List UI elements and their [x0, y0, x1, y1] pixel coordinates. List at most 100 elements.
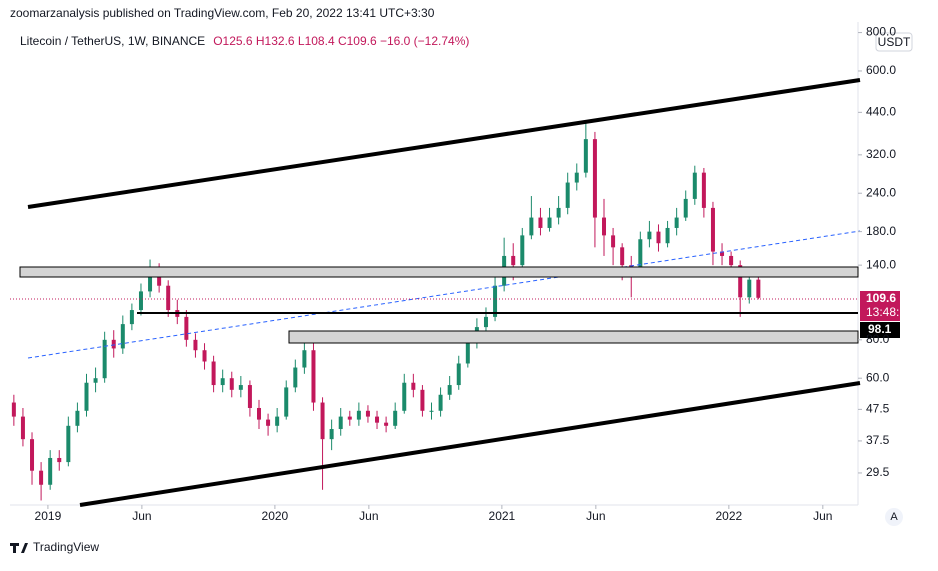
x-tick-label: Jun [586, 509, 605, 523]
candle-body [592, 139, 597, 218]
y-tick-label: 60.0 [866, 370, 890, 384]
candle-body [202, 350, 207, 362]
candle-body [211, 361, 216, 386]
candle-body [338, 416, 343, 430]
y-tick-label: 440.0 [866, 105, 896, 119]
candle-body [48, 457, 53, 485]
candle-body [720, 251, 725, 256]
candle-body [683, 198, 688, 218]
x-tick-label: 2022 [715, 509, 742, 523]
candle-body [756, 279, 761, 298]
candle-body [275, 416, 280, 426]
drawings [10, 78, 861, 507]
candle-body [620, 247, 625, 266]
candle-body [102, 339, 107, 379]
candle-body [665, 227, 670, 244]
candle-body [638, 239, 643, 271]
candle-body [583, 139, 588, 173]
auto-scale-label: A [890, 511, 898, 523]
candle-body [565, 182, 570, 208]
currency-label: USDT [878, 35, 911, 49]
candle-body [456, 363, 461, 386]
marker-box [860, 322, 900, 338]
symbol-legend: Litecoin / TetherUS, 1W, BINANCE [20, 34, 205, 48]
candle-body [30, 439, 35, 471]
candle-body [75, 410, 80, 426]
candle-body [729, 255, 734, 266]
last-price-label: 109.6 [866, 291, 896, 305]
candle-body [193, 339, 198, 351]
candle-body [429, 410, 434, 412]
candle-body [220, 378, 225, 386]
x-tick-label: 2020 [262, 509, 289, 523]
candle-body [556, 207, 561, 218]
candle-body [266, 419, 271, 426]
candle-body [66, 425, 71, 463]
candle-body [411, 382, 416, 390]
y-tick-label: 600.0 [866, 63, 896, 77]
zone-lower [288, 330, 859, 344]
candle-body [747, 279, 752, 298]
candle-body [574, 172, 579, 183]
candle-body [329, 429, 334, 440]
last-price-box [860, 291, 900, 321]
brand: TradingView [33, 540, 99, 554]
candle-body [184, 316, 189, 340]
candle-body [375, 416, 380, 423]
logo [10, 543, 28, 553]
y-tick-label: 47.5 [866, 402, 890, 416]
candle-body [602, 217, 607, 236]
zone-upper [19, 266, 859, 278]
candle-body [465, 343, 470, 364]
candle-body [493, 285, 498, 317]
candle-body [529, 217, 534, 236]
candle-body [84, 382, 89, 411]
candle-body [238, 385, 243, 390]
x-tick-label: Jun [813, 509, 832, 523]
candle-body [20, 416, 25, 440]
candle-body [129, 310, 134, 325]
candle-body [229, 378, 234, 390]
x-tick-label: Jun [132, 509, 151, 523]
candle-body [547, 217, 552, 228]
y-tick-label: 180.0 [866, 224, 896, 238]
candle-body [611, 235, 616, 248]
candle-body [538, 217, 543, 228]
y-tick-label: 240.0 [866, 185, 896, 199]
channel-lower [79, 381, 861, 507]
candle-body [656, 231, 661, 244]
candle-body [384, 422, 389, 426]
auto-scale-button[interactable] [885, 508, 903, 526]
candle-body [420, 389, 425, 411]
candle-body [520, 235, 525, 266]
ohlc-legend: O125.6 H132.6 L108.4 C109.6 −16.0 (−12.7… [213, 34, 469, 48]
y-tick-label: 320.0 [866, 147, 896, 161]
countdown-label: 13:48:11 [866, 305, 912, 319]
candle-body [57, 457, 62, 463]
candle-body [402, 382, 407, 411]
candle-body [148, 270, 153, 292]
candle-body [447, 385, 452, 395]
candle-body [356, 410, 361, 420]
y-tick-label: 29.5 [866, 465, 890, 479]
candle-body [365, 410, 370, 417]
candle-body [39, 470, 44, 485]
candle-body [438, 394, 443, 411]
candle-body [166, 285, 171, 311]
candle-body [111, 339, 116, 349]
trend-line [27, 230, 861, 359]
candle-body [302, 350, 307, 368]
candle-body [256, 407, 261, 420]
currency-badge[interactable] [875, 32, 913, 52]
candle-body [701, 172, 706, 208]
candle-body [311, 350, 316, 403]
candle-body [511, 255, 516, 266]
candle-body [138, 291, 143, 311]
candle-body [647, 231, 652, 240]
x-tick-label: Jun [359, 509, 378, 523]
candle-body [710, 207, 715, 252]
candle-body [247, 385, 252, 408]
candle-body [157, 270, 162, 286]
